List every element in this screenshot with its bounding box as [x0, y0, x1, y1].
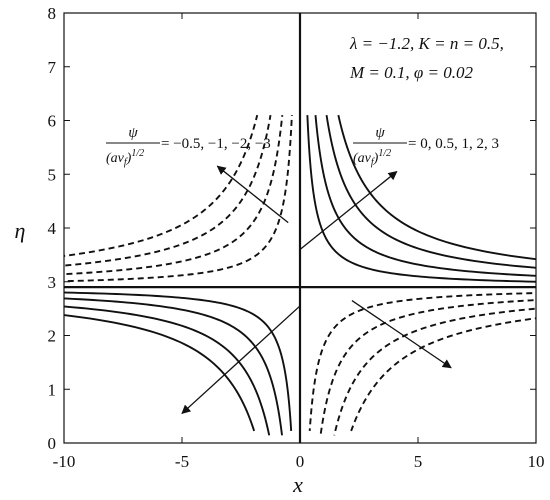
- streamline-dashed-upper-0.5: [64, 115, 293, 283]
- y-ticks: 0 1 2 3 4 5 6 7 8: [48, 4, 536, 453]
- streamline-solid-lower-3: [64, 314, 256, 432]
- direction-arrow-3: [181, 305, 301, 415]
- streamline-dashed-upper-1: [64, 115, 284, 276]
- y-axis-label: η: [15, 218, 26, 243]
- x-tick-label: -10: [53, 452, 76, 471]
- streamline-solid-upper-0.5: [306, 115, 536, 283]
- axis-lines: [64, 13, 536, 443]
- streamline-solid-lower-0.5: [64, 291, 293, 432]
- y-tick-label: 2: [48, 327, 57, 346]
- streamline-solid-lower-2: [64, 305, 271, 436]
- x-tick-label: -5: [175, 452, 189, 471]
- streamline-solid-lower-1: [64, 297, 283, 436]
- y-tick-label: 4: [48, 219, 57, 238]
- parameter-text-line1: λ = −1.2, K = n = 0.5,: [349, 34, 504, 53]
- annotation-solid-values: = 0, 0.5, 1, 2, 3: [408, 136, 499, 152]
- x-tick-label: 10: [528, 452, 545, 471]
- parameter-text-line2: M = 0.1, φ = 0.02: [349, 63, 474, 82]
- streamline-dashed-lower-2: [333, 307, 536, 436]
- streamline-dashed-lower-0.5: [308, 292, 536, 432]
- y-tick-label: 5: [48, 165, 57, 184]
- streamline-dashed-upper-3: [64, 114, 259, 257]
- x-axis-label: x: [292, 472, 303, 497]
- x-tick-label: 5: [414, 452, 423, 471]
- direction-arrow-1: [216, 165, 289, 224]
- annotation-solid-denominator: (aνf)1/2: [353, 148, 391, 168]
- annotation-dashed-label: ψ (aνf)1/2 = −0.5, −1, −2, −3: [106, 125, 271, 168]
- y-tick-label: 8: [48, 4, 57, 23]
- annotation-solid-numerator: ψ: [375, 125, 385, 141]
- y-tick-label: 0: [48, 434, 57, 453]
- streamline-dashed-lower-3: [350, 317, 536, 432]
- annotation-dashed-numerator: ψ: [128, 125, 138, 141]
- x-ticks: -10 -5 0 5 10: [53, 13, 545, 471]
- streamline-solid-upper-2: [325, 114, 536, 269]
- annotation-dashed-denominator: (aνf)1/2: [106, 148, 144, 168]
- y-tick-label: 3: [48, 273, 57, 292]
- y-tick-label: 1: [48, 380, 57, 399]
- streamline-dashed-lower-1: [319, 299, 536, 436]
- x-tick-label: 0: [296, 452, 305, 471]
- direction-arrow-2: [299, 170, 398, 251]
- y-tick-label: 7: [48, 58, 57, 77]
- direction-arrow-4: [351, 300, 452, 369]
- streamline-solid-upper-3: [337, 114, 536, 261]
- direction-arrows: [181, 165, 452, 415]
- streamline-solid-upper-1: [314, 115, 536, 277]
- streamline-curves: [64, 114, 536, 436]
- streamline-dashed-upper-2: [64, 114, 272, 267]
- annotation-solid-label: ψ (aνf)1/2 = 0, 0.5, 1, 2, 3: [353, 125, 499, 168]
- annotation-dashed-values: = −0.5, −1, −2, −3: [161, 136, 271, 152]
- y-tick-label: 6: [48, 112, 57, 131]
